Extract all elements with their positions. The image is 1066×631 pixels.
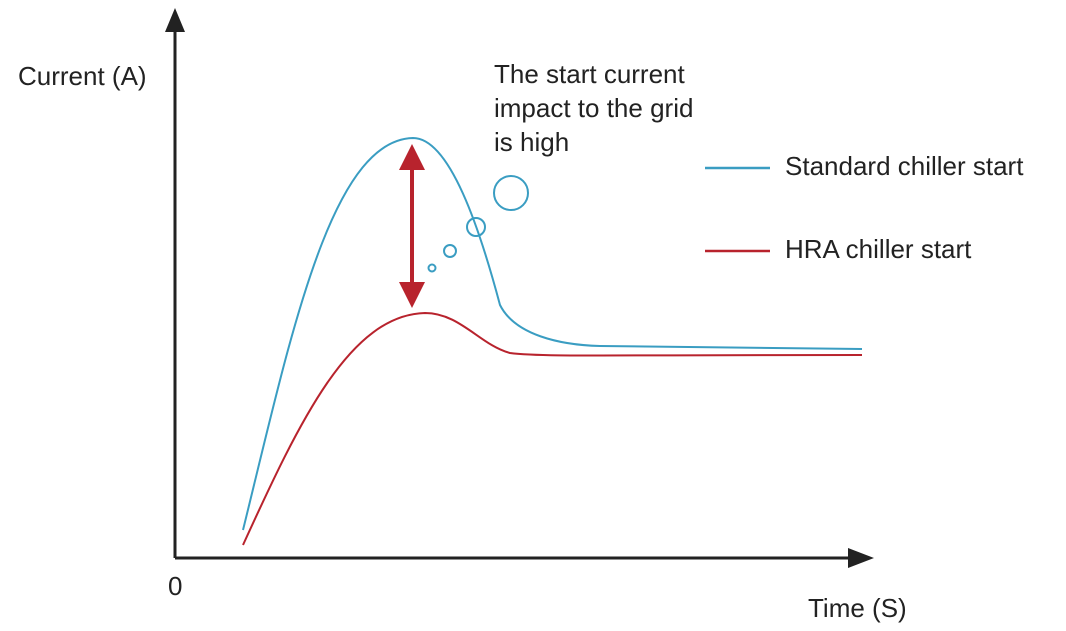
x-axis-arrow [848, 548, 874, 568]
standard-curve [242, 136, 863, 531]
y-axis-arrow [165, 8, 185, 32]
annotation-line: The start current [494, 59, 686, 89]
legend-label: Standard chiller start [785, 151, 1024, 181]
bubbles [427, 175, 529, 273]
bubble [493, 175, 529, 211]
bubble [466, 217, 486, 237]
legend-label: HRA chiller start [785, 234, 972, 264]
origin-label: 0 [168, 571, 182, 601]
annotation-line: is high [494, 127, 569, 157]
difference-arrow [399, 144, 425, 308]
x-axis-label: Time (S) [808, 593, 907, 623]
bubble [427, 263, 437, 273]
y-axis-label: Current (A) [18, 61, 147, 91]
hra-curve [242, 311, 863, 546]
arrow-head [399, 282, 425, 308]
arrow-head [399, 144, 425, 170]
bubble [443, 244, 457, 258]
annotation-line: impact to the grid [494, 93, 693, 123]
